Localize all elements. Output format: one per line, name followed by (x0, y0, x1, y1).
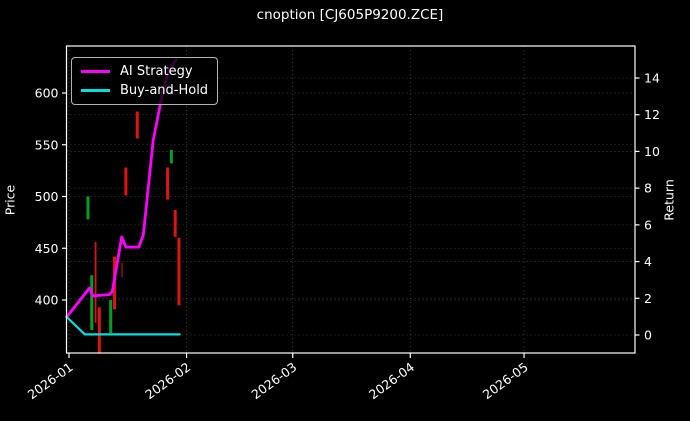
return-axis-label: Return (661, 179, 677, 221)
date-tick-label: 2026-01 (25, 359, 76, 402)
chart-title: cnoption [CJ605P9200.ZCE] (256, 7, 444, 23)
candle-2026-01-08 (94, 242, 97, 323)
candle-2026-01-27 (166, 167, 170, 200)
price-tick-label: 450 (35, 241, 59, 256)
candle-2026-01-16 (124, 167, 128, 196)
candle-2026-01-29 (173, 209, 177, 237)
return-tick-label: 0 (644, 328, 652, 343)
candle-2026-01-28 (169, 149, 173, 164)
candle-2026-01-12 (109, 300, 113, 334)
price-axis-label: Price (2, 184, 18, 216)
date-tick-label: 2026-04 (366, 359, 417, 402)
legend: AI Strategy Buy-and-Hold (71, 57, 218, 105)
series-line-buy-and-hold (65, 315, 181, 336)
candle-2026-01-07 (90, 275, 94, 331)
series-line-ai-strategy (65, 58, 178, 319)
return-tick-label: 10 (644, 144, 660, 159)
axes-frame (65, 45, 636, 354)
candle-2026-01-06 (86, 196, 90, 220)
legend-item-buy-and-hold: Buy-and-Hold (81, 83, 208, 98)
ai-strategy-line-swatch (81, 70, 110, 73)
return-tick-label: 12 (644, 107, 660, 122)
candle-2026-01-19 (135, 111, 139, 139)
price-tick-label: 550 (35, 137, 59, 152)
price-tick-label: 500 (35, 189, 59, 204)
date-tick-label: 2026-03 (248, 359, 299, 402)
candle-2026-01-15 (121, 262, 123, 278)
return-tick-label: 14 (644, 71, 660, 86)
candle-2026-01-30 (177, 237, 181, 306)
price-tick-label: 600 (35, 86, 59, 101)
legend-label-buy-and-hold: Buy-and-Hold (120, 83, 209, 98)
return-tick-label: 8 (644, 181, 652, 196)
price-tick-label: 400 (35, 293, 59, 308)
legend-item-ai-strategy: AI Strategy (81, 64, 208, 79)
return-tick-label: 6 (644, 217, 652, 232)
return-tick-label: 4 (644, 254, 652, 269)
legend-label-ai-strategy: AI Strategy (120, 64, 193, 79)
return-tick-label: 2 (644, 291, 652, 306)
buy-and-hold-line-swatch (81, 89, 110, 92)
candle-2026-01-09 (97, 307, 101, 353)
date-tick-label: 2026-05 (480, 359, 531, 402)
date-tick-label: 2026-02 (142, 359, 193, 402)
